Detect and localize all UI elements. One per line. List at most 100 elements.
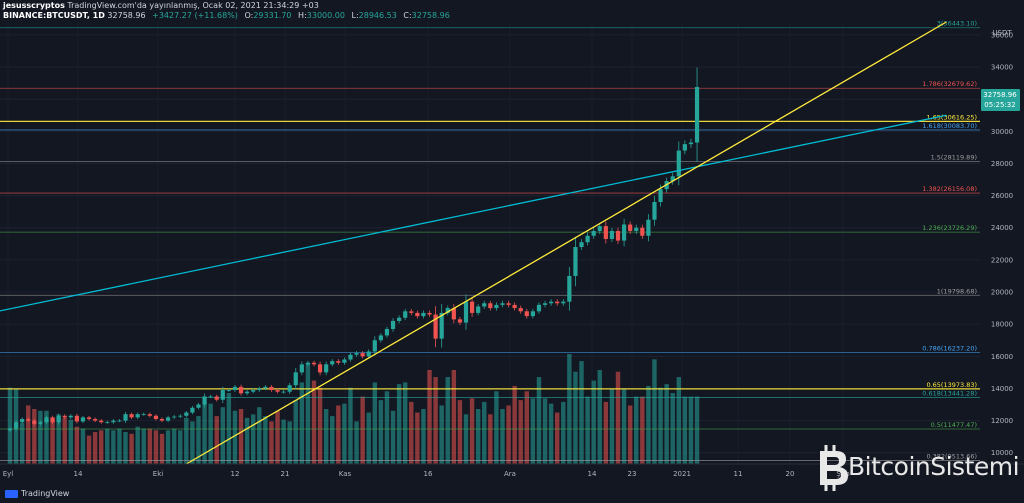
candle-body: [44, 417, 49, 423]
volume-bar: [111, 430, 116, 464]
candle-body: [202, 396, 207, 405]
volume-bar: [670, 393, 675, 464]
candle-body: [275, 390, 280, 392]
volume-bar: [439, 405, 444, 464]
price-change-label: +3427.27 (+11.68%): [152, 11, 238, 20]
candle-body: [178, 415, 183, 417]
volume-bar: [475, 409, 481, 464]
volume-bar: [463, 414, 469, 464]
candle-body: [105, 422, 110, 424]
volume-bar: [99, 430, 104, 464]
volume-bar: [44, 410, 49, 464]
candle-body: [506, 303, 511, 305]
volume-bar: [512, 385, 517, 464]
candle-body: [378, 335, 383, 341]
volume-bar: [627, 405, 633, 464]
tradingview-icon: [5, 489, 18, 498]
volume-bar: [317, 387, 323, 464]
candle-body: [542, 303, 548, 305]
volume-bar: [135, 426, 140, 464]
volume-bar: [579, 361, 584, 464]
volume-bar: [336, 405, 341, 464]
fib-label: 1.618(30083.70): [922, 122, 977, 130]
y-tick-label: 28000: [991, 160, 1013, 168]
candle-body: [682, 144, 687, 151]
candle-body: [476, 306, 481, 313]
y-tick-label: 22000: [991, 256, 1013, 264]
volume-bar: [202, 401, 207, 464]
volume-bar: [323, 409, 329, 464]
candle-body: [330, 361, 335, 365]
volume-bar: [208, 403, 213, 464]
x-tick-label: 11: [734, 470, 743, 478]
y-tick-label: 26000: [991, 192, 1013, 200]
candle-body: [482, 303, 487, 307]
y-tick-label: 36000: [991, 31, 1013, 39]
volume-bar: [80, 428, 86, 464]
fib-label: 0.5(11477.47): [931, 421, 977, 429]
volume-bar: [591, 380, 596, 464]
symbol-label[interactable]: BINANCE:BTCUSDT, 1D: [3, 11, 105, 20]
fibonacci-levels[interactable]: 3(36443.10) 1.786(32679.62) 1.65(30616.25)…: [0, 20, 980, 461]
volume-bar: [621, 389, 627, 464]
candle-body: [342, 359, 347, 363]
volume-bar: [403, 382, 408, 464]
fib-label: 0.618(13441.28): [922, 389, 977, 397]
volume-bars: [7, 354, 700, 464]
candle-body: [463, 301, 469, 323]
y-tick-label: 30000: [991, 128, 1013, 136]
volume-bar: [171, 428, 177, 464]
candle-body: [488, 303, 493, 309]
candle-body: [172, 416, 177, 418]
volume-bar: [62, 417, 67, 464]
volume-bar: [609, 389, 615, 464]
volume-bar: [506, 405, 511, 464]
candle-body: [196, 404, 201, 408]
volume-bar: [634, 396, 639, 464]
candle-body: [670, 176, 675, 182]
volume-bar: [348, 387, 353, 464]
candle-body: [159, 418, 165, 421]
time-axis[interactable]: Eyl14Eki1221Kas16Ara142320211120Şub: [0, 463, 1024, 503]
y-tick-label: 16000: [991, 353, 1013, 361]
author-name[interactable]: jesusscryptos: [3, 1, 65, 10]
candle-body: [500, 303, 505, 305]
candle-body: [524, 311, 529, 317]
candle-body: [56, 415, 61, 423]
candle-body: [658, 189, 663, 203]
candle-body: [238, 386, 244, 394]
y-tick-label: 20000: [991, 289, 1013, 297]
y-tick-label: 10000: [991, 449, 1013, 457]
candle-body: [190, 407, 195, 413]
fib-label: 1.5(28119.89): [931, 154, 977, 162]
candle-body: [555, 301, 560, 304]
candle-body: [427, 312, 432, 315]
candle-body: [688, 142, 694, 145]
candle-body: [32, 420, 37, 424]
volume-bar: [664, 384, 669, 464]
volume-bar: [536, 377, 542, 464]
trendline: [185, 21, 947, 465]
volume-bar: [573, 371, 578, 464]
volume-bar: [360, 396, 365, 464]
candle-body: [68, 415, 73, 418]
candle-body: [457, 319, 463, 323]
candle-body: [62, 415, 67, 418]
fib-label: 3(36443.10): [937, 20, 977, 28]
candle-body: [384, 328, 390, 336]
volume-bar: [293, 400, 298, 464]
volume-bar: [56, 414, 61, 464]
volume-bar: [147, 428, 153, 464]
volume-bar: [281, 419, 286, 464]
trendlines[interactable]: [0, 21, 947, 465]
candle-body: [251, 390, 256, 392]
volume-bar: [585, 396, 590, 464]
candle-body: [591, 230, 596, 236]
candle-body: [634, 227, 639, 231]
candle-body: [372, 340, 377, 352]
candle-body: [567, 275, 572, 302]
tradingview-brand[interactable]: TradingView: [5, 489, 69, 498]
price-axis[interactable]: USDT 10000 12000 14000 16000 18000 20000 22000…: [980, 22, 1024, 465]
volume-bar: [153, 430, 159, 464]
